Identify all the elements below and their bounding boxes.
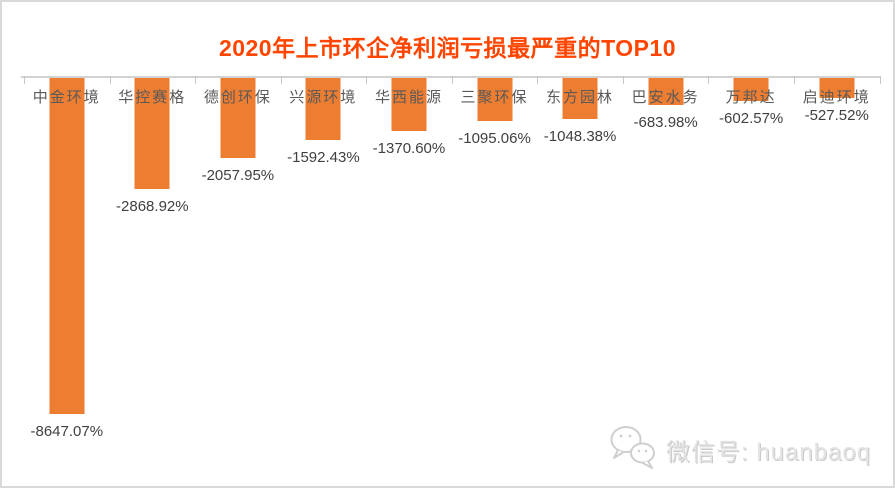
bar-6 bbox=[477, 78, 513, 121]
value-label: -1095.06% bbox=[458, 130, 531, 147]
category-label: 华西能源 bbox=[374, 89, 443, 106]
chart-column: 万邦达 -602.57% bbox=[708, 76, 794, 476]
value-label: -2868.92% bbox=[116, 198, 189, 215]
watermark-text: 微信号: huanbaoq bbox=[665, 439, 871, 466]
value-label: -8647.07% bbox=[30, 423, 104, 440]
bar-2 bbox=[134, 78, 170, 189]
axis-tick bbox=[537, 76, 539, 84]
bar-10 bbox=[819, 78, 855, 98]
category-label: 德创环保 bbox=[203, 89, 272, 106]
value-label: -1048.38% bbox=[543, 128, 617, 145]
axis-tick bbox=[195, 76, 197, 84]
chart-column: 兴源环境 -1592.43% bbox=[281, 76, 367, 476]
chart-column: 中金环境 -8647.07% bbox=[24, 76, 110, 476]
value-label: -1592.43% bbox=[287, 149, 360, 166]
axis-tick bbox=[793, 76, 795, 84]
bar-4 bbox=[305, 78, 341, 140]
plot-area: 中金环境 -8647.07% 华控赛格 -2868.92% 德创环保 -2057.95% 兴… bbox=[2, 76, 893, 476]
category-label: 华控赛格 bbox=[118, 89, 187, 106]
category-label: 三聚环保 bbox=[460, 89, 529, 106]
chart-column: 德创环保 -2057.95% bbox=[195, 76, 281, 476]
bar-3 bbox=[220, 78, 256, 158]
category-label: 兴源环境 bbox=[289, 89, 358, 106]
chart-column: 巴安水务 -683.98% bbox=[623, 76, 709, 476]
axis-tick bbox=[879, 76, 881, 84]
category-label: 东方园林 bbox=[546, 89, 615, 106]
axis-tick bbox=[451, 76, 453, 84]
category-label: 中金环境 bbox=[32, 89, 101, 106]
bar-1 bbox=[49, 78, 85, 414]
bar-8 bbox=[648, 78, 684, 105]
value-label: -683.98% bbox=[633, 114, 698, 131]
value-label: -2057.95% bbox=[201, 167, 275, 184]
axis-tick bbox=[366, 76, 368, 84]
chart-title: 2020年上市环企净利润亏损最严重的TOP10 bbox=[218, 35, 677, 61]
value-label: -1370.60% bbox=[372, 140, 446, 157]
axis-tick bbox=[24, 76, 25, 84]
value-label: -602.57% bbox=[719, 110, 784, 127]
axis-tick bbox=[280, 76, 282, 84]
chart-column: 启迪环境 -527.52% bbox=[794, 76, 880, 476]
chart-column: 三聚环保 -1095.06% bbox=[452, 76, 538, 476]
category-label: 万邦达 bbox=[725, 89, 777, 106]
chart-column: 华西能源 -1370.60% bbox=[366, 76, 452, 476]
category-label: 巴安水务 bbox=[631, 89, 700, 106]
axis-tick bbox=[708, 76, 710, 84]
x-axis-line bbox=[21, 76, 881, 78]
chart-column: 东方园林 -1048.38% bbox=[537, 76, 623, 476]
bar-9 bbox=[733, 78, 769, 101]
bar-5 bbox=[391, 78, 427, 131]
chart-column: 华控赛格 -2868.92% bbox=[110, 76, 196, 476]
axis-tick bbox=[622, 76, 624, 84]
bar-7 bbox=[562, 78, 598, 119]
category-label: 启迪环境 bbox=[802, 89, 871, 106]
wechat-icon bbox=[609, 424, 657, 475]
value-label: -527.52% bbox=[804, 107, 869, 124]
axis-tick bbox=[109, 76, 111, 84]
watermark: 微信号: huanbaoq bbox=[609, 424, 871, 475]
